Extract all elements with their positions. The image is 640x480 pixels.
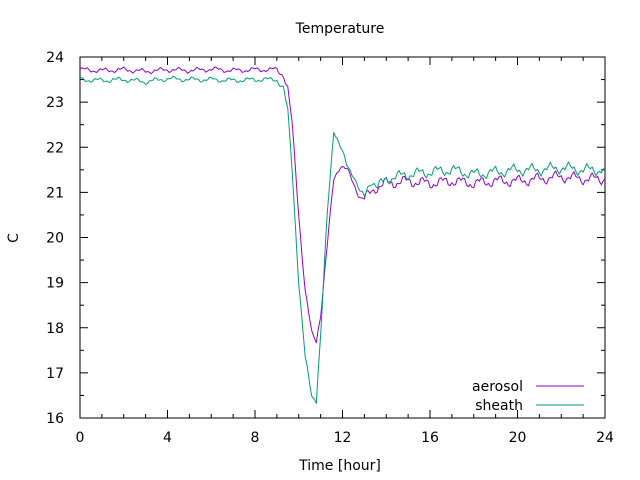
- y-axis-label: C: [6, 233, 22, 243]
- y-tick-label: 24: [46, 50, 64, 66]
- plot-frame: [79, 56, 606, 419]
- axis-tick-labels: 0 4 8 12 16 20 24 16 17 18 19 20 21 22 23 24: [46, 50, 614, 446]
- y-tick-label: 21: [46, 185, 64, 201]
- x-axis-label: Time [hour]: [298, 458, 381, 474]
- x-tick-label: 0: [76, 430, 85, 446]
- x-tick-label: 4: [163, 430, 172, 446]
- y-tick-label: 23: [46, 95, 64, 111]
- x-tick-label: 8: [251, 430, 260, 446]
- axis-ticks: [79, 56, 606, 419]
- legend: aerosol sheath: [472, 379, 584, 414]
- legend-label-aerosol: aerosol: [472, 379, 523, 395]
- series-line-aerosol: [79, 66, 606, 344]
- chart-title: Temperature: [295, 21, 385, 37]
- x-tick-label: 12: [334, 430, 352, 446]
- y-tick-label: 19: [46, 276, 64, 292]
- series-line-sheath: [79, 75, 606, 404]
- y-tick-label: 17: [46, 366, 64, 382]
- x-tick-label: 24: [596, 430, 614, 446]
- y-tick-label: 22: [46, 140, 64, 156]
- y-tick-label: 16: [46, 411, 64, 427]
- y-tick-label: 18: [46, 321, 64, 337]
- x-tick-label: 16: [421, 430, 439, 446]
- x-tick-label: 20: [509, 430, 527, 446]
- legend-label-sheath: sheath: [475, 398, 523, 414]
- y-tick-label: 20: [46, 231, 64, 247]
- series-group: [79, 66, 606, 404]
